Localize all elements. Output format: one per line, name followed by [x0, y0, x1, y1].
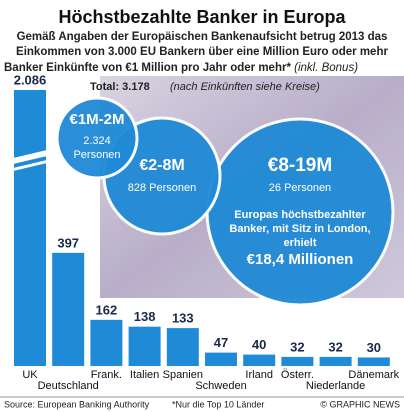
bar-break	[13, 160, 47, 171]
x-tick-label: Österr.	[281, 369, 314, 381]
value-label: 162	[96, 302, 118, 317]
total: Total: 3.178	[90, 81, 150, 93]
x-tick-label: Spanien	[163, 369, 203, 381]
footnote: *Nur die Top 10 Länder	[172, 399, 264, 409]
income-bubble	[55, 96, 139, 180]
bubble-text: €8-19M	[268, 155, 332, 176]
bar	[243, 354, 276, 366]
subtitle: Gemäß Angaben der Europäischen Bankenauf…	[17, 31, 388, 43]
bubble-text: 2.324	[83, 135, 111, 147]
x-tick-label: Dänemark	[348, 369, 399, 381]
bar-break	[13, 150, 47, 164]
value-label: 47	[214, 335, 228, 350]
bubble-text: €2-8M	[139, 157, 184, 174]
bubble-text: 26 Personen	[269, 182, 331, 194]
bubble-text: Banker, mit Sitz in London,	[229, 223, 370, 235]
x-tick-label: Deutschland	[38, 380, 99, 392]
bar	[52, 252, 85, 366]
bubble-text: 828 Personen	[128, 182, 197, 194]
axis-title-main: Banker Einkünfte von €1 Million pro Jahr…	[4, 62, 291, 74]
value-label: 133	[172, 311, 194, 326]
source: Source: European Banking Authority	[4, 399, 150, 409]
total-note: (nach Einkünften siehe Kreise)	[170, 81, 320, 93]
value-label: 30	[367, 340, 381, 355]
bubble-text: Personen	[73, 149, 120, 161]
value-label: 32	[290, 339, 304, 354]
value-label: 2.086	[14, 72, 47, 87]
value-label: 138	[134, 309, 156, 324]
bubble-text: erhielt	[283, 237, 316, 249]
value-label: 32	[328, 339, 342, 354]
bar	[166, 328, 199, 366]
bar	[281, 356, 314, 366]
x-tick-label: Niederlande	[306, 380, 365, 392]
credit: © GRAPHIC NEWS	[320, 399, 400, 409]
bar	[14, 90, 46, 366]
axis-title-note: (inkl. Bonus)	[294, 62, 358, 74]
bar	[319, 356, 352, 366]
subtitle: Einkommen von 3.000 EU Bankern über eine…	[16, 46, 388, 58]
x-tick-label: Schweden	[195, 380, 246, 392]
chart-title: Höchstbezahlte Banker in Europa	[58, 7, 346, 27]
x-tick-label: Frank.	[91, 369, 122, 381]
bar	[357, 357, 390, 366]
x-tick-label: Italien	[130, 369, 159, 381]
value-label: 40	[252, 337, 266, 352]
axis-title: Banker Einkünfte von €1 Million pro Jahr…	[4, 62, 358, 74]
bar	[128, 326, 161, 366]
bar	[205, 352, 237, 366]
bubble-text: Europas höchstbezahlter	[234, 209, 366, 221]
value-label: 397	[57, 235, 79, 250]
bubble-text: €18,4 Millionen	[247, 251, 354, 268]
bubble-text: €1M-2M	[69, 111, 124, 128]
x-tick-label: Irland	[245, 369, 273, 381]
x-tick-label: UK	[22, 369, 38, 381]
bar	[90, 319, 123, 366]
